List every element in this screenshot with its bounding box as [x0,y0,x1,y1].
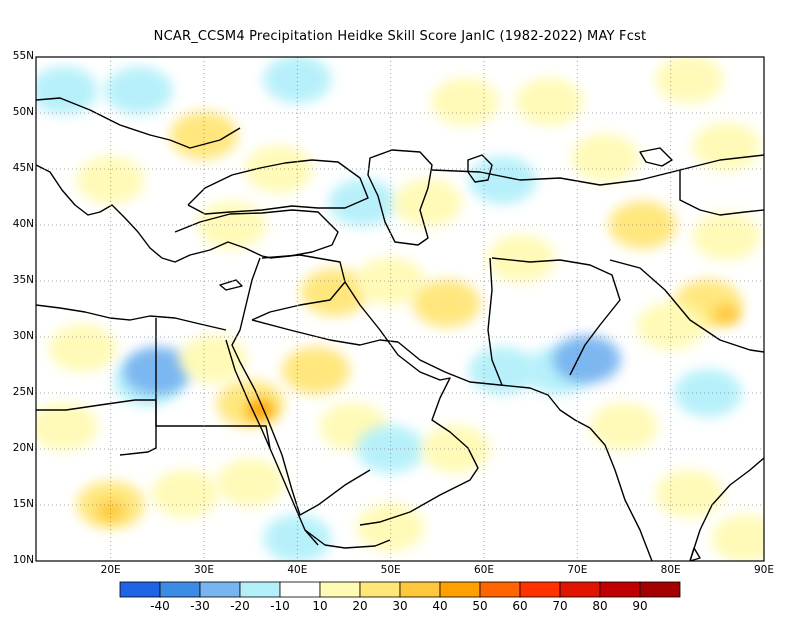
colorbar-tick-label: -40 [150,599,170,613]
skill-patch [282,346,350,395]
skill-patch [608,201,677,249]
coastline-black-sea [187,159,369,215]
skill-patch [515,77,584,126]
colorbar-tick-label: -10 [270,599,290,613]
coastline-europe-north [36,97,241,149]
skill-patch [244,145,313,193]
skill-patch [96,500,125,521]
border-china-india [609,259,764,353]
coastline-sri-lanka [689,547,701,561]
lon-tick-label: 30E [194,564,214,576]
colorbar-tick-label: -20 [230,599,250,613]
skill-patch [328,178,397,227]
skill-patch [412,279,481,328]
coastline-balkhash [639,147,673,167]
skill-patch [487,234,556,283]
border-afghan-pak [491,257,621,376]
colorbar-tick-label: 20 [352,599,368,613]
skill-patch [151,469,220,518]
coastline-india-west [589,427,653,561]
colorbar-tick-label: 10 [312,599,328,613]
skill-patch [300,268,369,317]
coastlines [36,97,764,561]
skill-patch [104,66,173,115]
gridlines [36,57,764,561]
coastline-iran-south [397,341,591,429]
skill-patch [36,66,98,115]
lat-tick-label: 50N [12,106,34,118]
lon-tick-label: 80E [660,564,681,576]
skill-patch [431,77,500,126]
border-iran-afghan [487,257,503,386]
colorbar-tick-label: 80 [592,599,608,613]
coastline-caspian [367,149,433,246]
skill-patch [76,156,145,205]
coastline-cyprus [219,279,243,291]
lon-tick-label: 90E [754,564,774,576]
skill-patch [571,133,640,182]
lat-tick-label: 35N [12,274,34,286]
coastline-india-east [689,457,764,561]
skill-patch [712,304,741,325]
lat-tick-label: 45N [12,162,34,174]
colorbar-tick-label: -30 [190,599,210,613]
colorbar-tick-label: 60 [512,599,528,613]
border-saudi [251,319,399,346]
lon-tick-label: 50E [380,564,401,576]
skill-score-field [36,57,764,561]
skill-patch [356,503,425,552]
skill-patch [655,57,724,104]
lat-tick-label: 55N [12,50,34,62]
skill-patch [655,469,724,518]
lat-tick-label: 40N [12,218,34,230]
border-central-asia [431,154,764,186]
map-frame [35,56,765,562]
skill-patch [123,346,192,395]
skill-patch [590,402,658,451]
lon-tick-label: 60E [474,564,494,576]
colorbar-tick-label: 50 [472,599,488,613]
lon-tick-label: 20E [100,564,121,576]
colorbar-tick-label: 40 [432,599,448,613]
border-sudan-libya [119,318,157,456]
coastline-persian-gulf [344,281,479,526]
coastline-mediterranean-north [36,164,273,263]
lon-tick-label: 70E [567,564,588,576]
border-northafrica [36,399,271,449]
lat-tick-label: 10N [12,554,34,566]
skill-patch [36,402,98,451]
skill-patch [711,514,764,561]
coastline-aral [467,154,493,183]
skill-patch [552,335,621,384]
skill-patch [394,178,462,227]
skill-patch [468,156,537,205]
border-iraq-syria [251,254,346,321]
lat-tick-label: 15N [12,498,34,510]
lat-tick-label: 25N [12,386,34,398]
skill-patch [48,324,117,373]
skill-patch [216,458,285,507]
colorbar-tick-label: 90 [632,599,648,613]
coastline-levant-red-sea [231,257,371,516]
coastline-africa-red-sea [225,339,319,546]
lat-tick-label: 30N [12,330,34,342]
skill-patch [692,212,761,261]
plot-title: NCAR_CCSM4 Precipitation Heidke Skill Sc… [153,29,647,44]
coastline-anatolia [174,209,339,259]
skill-patch [263,57,332,104]
border-kazakh-china [679,170,764,216]
skill-patch [468,346,537,395]
colorbar-tick-label: 30 [392,599,408,613]
coastline-horn-africa [304,529,391,549]
lon-tick-label: 40E [287,564,308,576]
lat-tick-label: 20N [12,442,34,454]
skill-patch [692,122,761,171]
skill-patch [179,335,248,384]
colorbar-tick-label: 70 [552,599,568,613]
coastline-libya-egypt [36,304,227,331]
skill-patch [246,399,274,420]
